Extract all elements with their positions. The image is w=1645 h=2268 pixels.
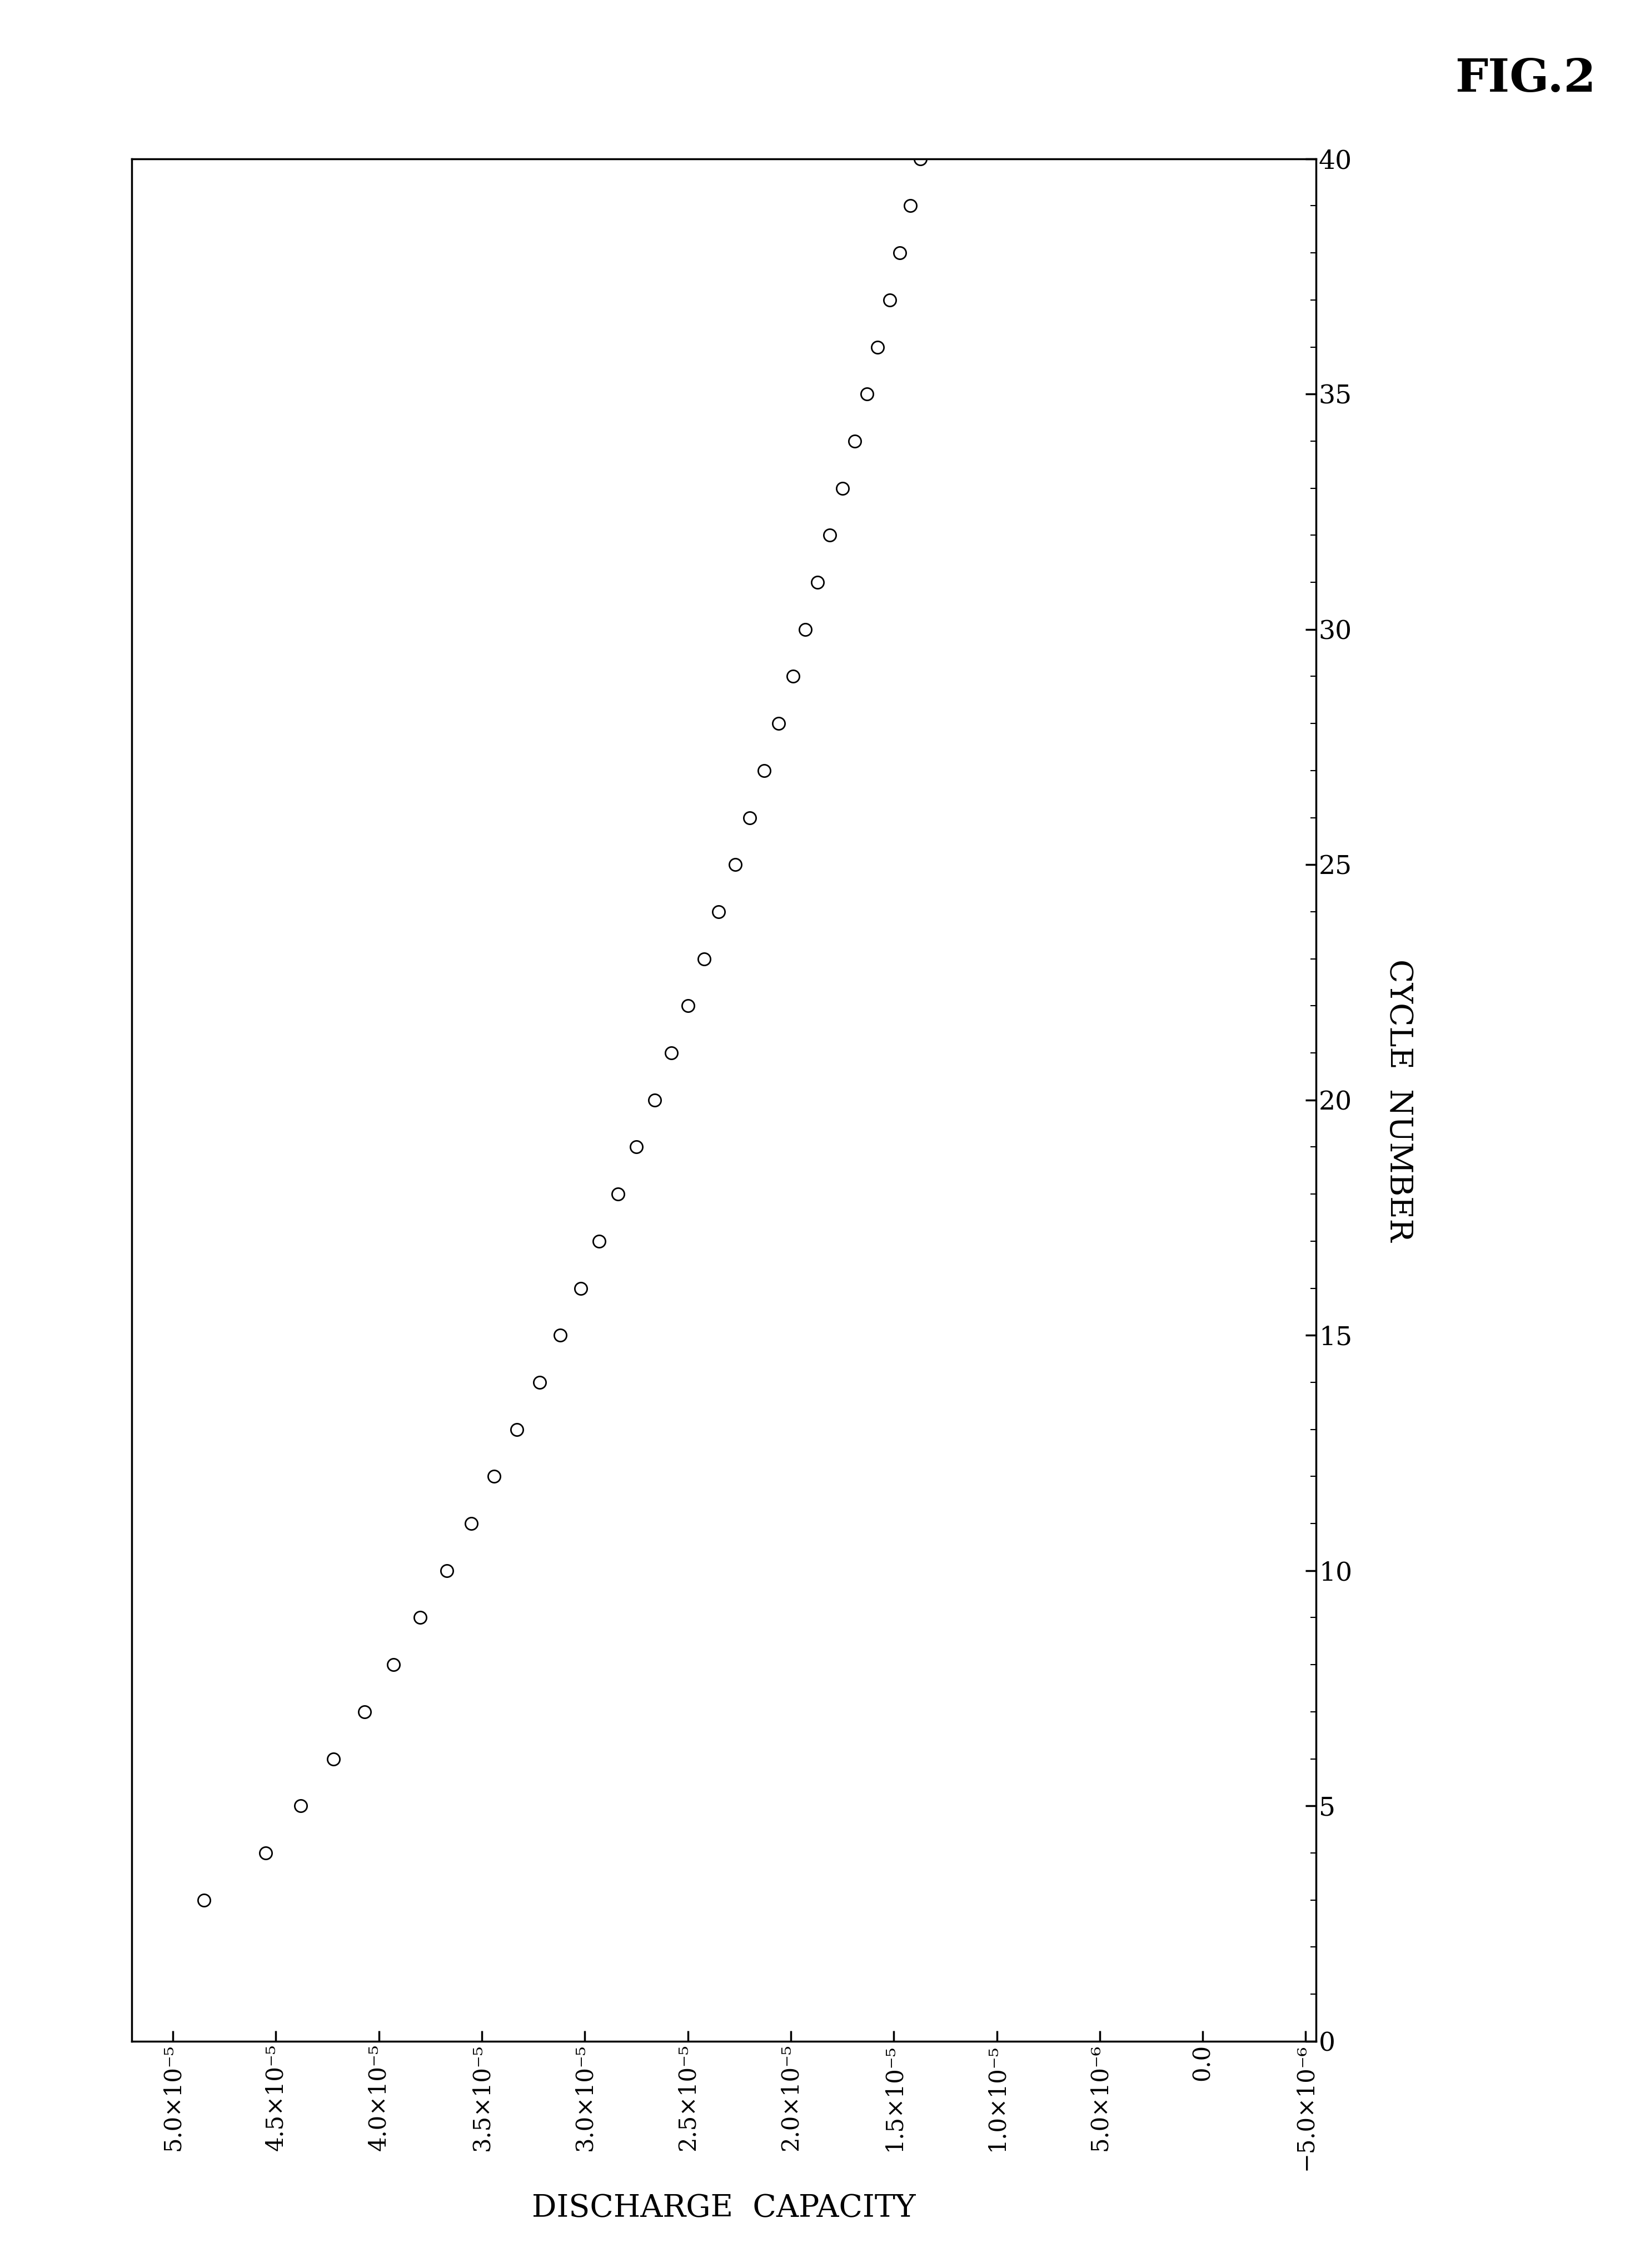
Text: FIG.2: FIG.2 (1454, 57, 1596, 102)
X-axis label: DISCHARGE  CAPACITY: DISCHARGE CAPACITY (531, 2193, 916, 2223)
Y-axis label: CYCLE  NUMBER: CYCLE NUMBER (1383, 959, 1413, 1241)
